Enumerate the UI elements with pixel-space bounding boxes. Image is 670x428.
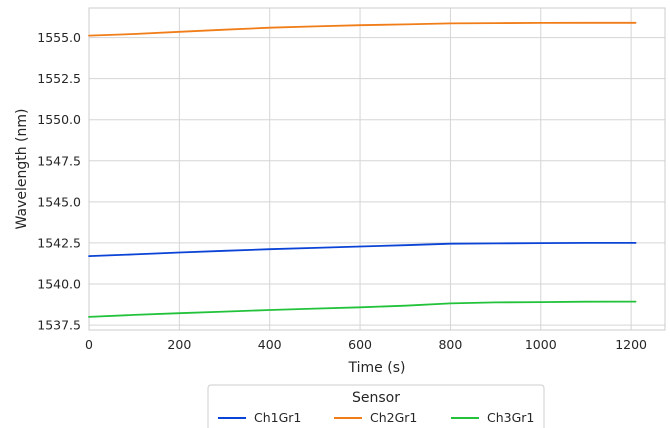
- y-axis-ticks: 1537.5 1540.0 1542.5 1545.0 1547.5 1550.0 1552…: [37, 30, 81, 333]
- legend-title: Sensor: [352, 390, 400, 406]
- y-tick-label: 1550.0: [37, 112, 81, 127]
- legend-label-ch1gr1: Ch1Gr1: [254, 410, 301, 425]
- series-lines: [88, 21, 637, 318]
- y-tick-label: 1547.5: [37, 153, 81, 168]
- y-axis-title: Wavelength (nm): [14, 109, 30, 230]
- x-tick-label: 1200: [615, 337, 647, 352]
- series-line-ch1gr1: [88, 241, 637, 258]
- x-tick-label: 1000: [525, 337, 557, 352]
- x-axis-ticks: 0 200 400 600 800 1000 1200: [85, 337, 647, 352]
- y-tick-label: 1542.5: [37, 235, 81, 250]
- x-tick-label: 400: [258, 337, 282, 352]
- y-tick-label: 1555.0: [37, 30, 81, 45]
- y-tick-label: 1540.0: [37, 277, 81, 292]
- plot-frame: [88, 7, 666, 331]
- x-tick-label: 200: [167, 337, 191, 352]
- x-tick-label: 0: [85, 337, 93, 352]
- legend-label-ch2gr1: Ch2Gr1: [370, 410, 417, 425]
- legend-items: Ch1Gr1 Ch2Gr1 Ch3Gr1: [218, 410, 534, 425]
- y-tick-label: 1545.0: [37, 194, 81, 209]
- series-line-ch3gr1: [88, 300, 637, 318]
- y-tick-label: 1537.5: [37, 318, 81, 333]
- series-line-ch2gr1: [88, 21, 637, 37]
- x-tick-label: 600: [348, 337, 372, 352]
- legend-label-ch3gr1: Ch3Gr1: [487, 410, 534, 425]
- y-tick-label: 1552.5: [37, 71, 81, 86]
- legend: Sensor Ch1Gr1 Ch2Gr1 Ch3Gr1: [207, 384, 545, 428]
- x-axis-title: Time (s): [348, 360, 406, 376]
- x-tick-label: 800: [438, 337, 462, 352]
